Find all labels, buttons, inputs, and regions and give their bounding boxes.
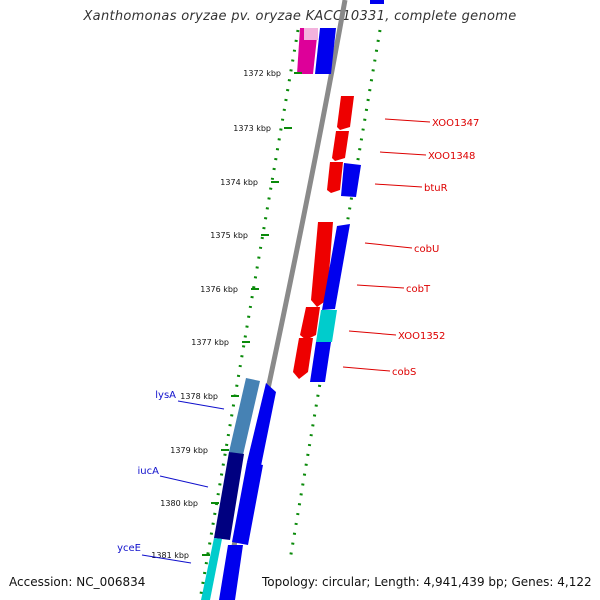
left-gene-labels: lysA iucA yceE xyxy=(117,390,225,564)
tick-label: 1374 kbp xyxy=(220,178,258,187)
gene-label-ycee[interactable]: yceE xyxy=(117,543,141,554)
tick-label: 1380 kbp xyxy=(160,499,198,508)
gene-leader-line xyxy=(342,366,391,372)
tick-marks xyxy=(202,72,302,556)
gene-blue-left-2 xyxy=(232,462,263,545)
genome-stats-text: Topology: circular; Length: 4,941,439 bp… xyxy=(262,575,592,589)
gene-leader-line xyxy=(348,330,397,336)
gene-leader-line xyxy=(141,554,192,564)
map-title: Xanthomonas oryzae pv. oryzae KACC10331,… xyxy=(83,9,517,24)
gene-blue-top-right xyxy=(370,0,384,4)
gene-label-xoo1348[interactable]: XOO1348 xyxy=(428,151,475,162)
tick-label: 1376 kbp xyxy=(200,285,238,294)
gene-leader-line xyxy=(356,284,405,289)
gene-red-3 xyxy=(327,162,343,193)
outer-ring-left xyxy=(198,29,300,600)
gene-leader-line xyxy=(159,475,209,488)
gene-lysa xyxy=(229,378,260,455)
tick-label: 1377 kbp xyxy=(191,338,229,347)
gene-xoo1352 xyxy=(316,310,337,342)
gene-red-6 xyxy=(300,307,320,340)
tick-label: 1372 kbp xyxy=(243,69,281,78)
gene-xoo1347 xyxy=(337,96,354,130)
gene-leader-line xyxy=(177,400,225,410)
gene-label-iuca[interactable]: iucA xyxy=(138,466,160,477)
gene-cobt xyxy=(322,224,350,310)
gene-xoo1348 xyxy=(332,131,349,161)
gene-label-xoo1352[interactable]: XOO1352 xyxy=(398,331,445,342)
tick-label: 1378 kbp xyxy=(180,392,218,401)
gene-label-xoo1347[interactable]: XOO1347 xyxy=(432,118,479,129)
gene-label-cobs[interactable]: cobS xyxy=(392,367,416,378)
accession-text: Accession: NC_006834 xyxy=(9,575,146,589)
gene-blue-left-3 xyxy=(219,545,243,600)
tick-label: 1373 kbp xyxy=(233,124,271,133)
gene-btur xyxy=(341,163,361,197)
tick-label: 1379 kbp xyxy=(170,446,208,455)
gene-leader-line xyxy=(374,183,423,188)
gene-cobs-red xyxy=(293,338,313,379)
gene-label-cobt[interactable]: cobT xyxy=(406,284,431,295)
gene-iuca xyxy=(214,452,244,540)
gene-leader-line xyxy=(364,242,413,249)
tick-label: 1381 kbp xyxy=(151,551,189,560)
gene-blue-left-1 xyxy=(247,383,276,466)
gene-blue-top xyxy=(315,28,336,74)
gene-pink-top xyxy=(304,28,318,40)
gene-label-lysa[interactable]: lysA xyxy=(155,390,176,401)
tick-labels: 1372 kbp 1373 kbp 1374 kbp 1375 kbp 1376 kbp… xyxy=(151,69,281,560)
gene-label-cobu[interactable]: cobU xyxy=(414,244,439,255)
gene-leader-line xyxy=(384,118,431,123)
gene-leader-line xyxy=(379,151,427,156)
gene-label-btur[interactable]: btuR xyxy=(424,183,448,194)
tick-label: 1375 kbp xyxy=(210,231,248,240)
right-gene-labels: XOO1347 XOO1348 btuR cobU cobT XOO1352 cobS xyxy=(342,118,479,378)
gene-cobs xyxy=(310,342,331,382)
gene-ycee xyxy=(201,538,222,600)
